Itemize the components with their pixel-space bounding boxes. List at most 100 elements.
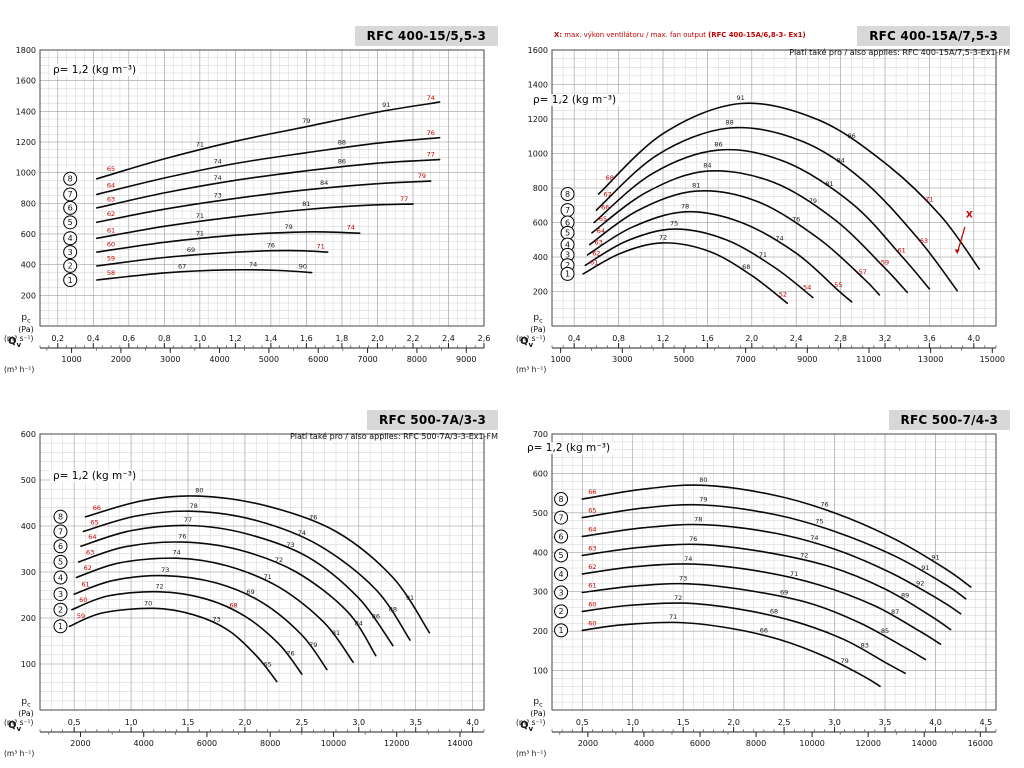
svg-text:1600: 1600 (528, 46, 548, 55)
y-axis-tick-labels: 100 200 300 400 500 600 pc(Pa) (18, 430, 36, 718)
fan-curve-1 (581, 621, 881, 688)
svg-text:Qv: Qv (8, 336, 22, 349)
svg-text:3,0: 3,0 (828, 718, 841, 727)
fan-curve-8 (597, 102, 981, 270)
svg-text:58: 58 (107, 269, 115, 277)
fan-curve-5 (581, 543, 952, 631)
svg-text:71: 71 (196, 212, 204, 220)
fan-curve-6 (96, 158, 441, 209)
svg-text:0,2: 0,2 (51, 334, 64, 343)
svg-text:79: 79 (699, 495, 707, 503)
curve-value-labels: 66 80 76 91 65 79 75 91 64 78 74 92 63 76 72 89 62 74 71 87… (588, 476, 939, 665)
svg-text:0,5: 0,5 (68, 718, 81, 727)
svg-text:87: 87 (891, 608, 899, 616)
svg-text:64: 64 (107, 181, 115, 189)
svg-text:66: 66 (93, 504, 101, 512)
svg-text:10000: 10000 (799, 739, 824, 748)
svg-text:72: 72 (674, 594, 682, 602)
svg-text:300: 300 (533, 588, 548, 597)
svg-text:76: 76 (286, 650, 294, 658)
svg-text:4000: 4000 (134, 739, 154, 748)
svg-text:66: 66 (601, 204, 609, 212)
svg-text:600: 600 (533, 469, 548, 478)
x-axis-m3h: 2000 4000 6000 8000 10000 12000 14000 16000Qv(m… (516, 720, 993, 758)
svg-text:8000: 8000 (746, 739, 766, 748)
svg-text:9000: 9000 (797, 355, 817, 364)
svg-text:71: 71 (925, 196, 933, 204)
chart-plot: 100 200 300 400 500 600 pc(Pa)(m³ s⁻¹) 0,5 1,0 1,… (4, 430, 485, 758)
svg-text:1400: 1400 (16, 107, 36, 116)
svg-text:65: 65 (599, 215, 607, 223)
svg-text:88: 88 (338, 138, 346, 146)
svg-text:83: 83 (861, 642, 869, 650)
density-label: ρ= 1,2 (kg m⁻³) (50, 470, 140, 482)
fan-curve-3 (73, 574, 328, 671)
svg-text:75: 75 (670, 220, 678, 228)
svg-text:5000: 5000 (259, 355, 279, 364)
svg-text:1,8: 1,8 (336, 334, 349, 343)
grid-lines (552, 433, 996, 710)
max-output-annotation: X (954, 210, 973, 254)
svg-text:55: 55 (834, 281, 842, 289)
fan-curve-2 (96, 249, 329, 267)
svg-text:3,5: 3,5 (409, 718, 422, 727)
y-axis-tick-labels: 200 400 600 800 1000 1200 1400 1600 pc(Pa) (528, 46, 548, 334)
svg-text:85: 85 (881, 627, 889, 635)
svg-text:1: 1 (58, 622, 63, 631)
svg-text:4: 4 (68, 234, 73, 243)
svg-text:77: 77 (400, 195, 408, 203)
svg-text:59: 59 (107, 255, 115, 263)
svg-text:(Pa): (Pa) (530, 709, 546, 718)
svg-text:12000: 12000 (855, 739, 880, 748)
svg-text:67: 67 (603, 191, 611, 199)
svg-text:3000: 3000 (612, 355, 632, 364)
svg-text:1400: 1400 (528, 81, 548, 90)
fan-curve-1 (582, 242, 789, 304)
svg-text:78: 78 (190, 502, 198, 510)
svg-text:60: 60 (107, 241, 115, 249)
svg-text:1,0: 1,0 (193, 334, 206, 343)
svg-text:500: 500 (533, 509, 548, 518)
svg-text:62: 62 (592, 249, 600, 257)
svg-text:3000: 3000 (160, 355, 180, 364)
svg-text:9000: 9000 (456, 355, 476, 364)
fan-curve-8 (581, 484, 972, 588)
svg-text:91: 91 (382, 101, 390, 109)
svg-text:80: 80 (195, 487, 203, 495)
svg-text:5: 5 (68, 218, 73, 227)
svg-text:400: 400 (533, 548, 548, 557)
svg-text:65: 65 (264, 661, 272, 669)
svg-text:62: 62 (107, 210, 115, 218)
svg-text:71: 71 (316, 242, 324, 250)
fan-curve-3 (96, 231, 361, 253)
svg-text:65: 65 (107, 165, 115, 173)
svg-text:68: 68 (606, 174, 614, 182)
svg-text:73: 73 (679, 575, 687, 583)
svg-text:79: 79 (284, 223, 292, 231)
svg-text:3: 3 (565, 251, 570, 260)
svg-text:pc: pc (533, 697, 543, 709)
svg-text:2,8: 2,8 (834, 334, 847, 343)
svg-text:1000: 1000 (61, 355, 81, 364)
density-label: ρ= 1,2 (kg m⁻³) (524, 442, 614, 454)
svg-text:200: 200 (21, 291, 36, 300)
svg-text:4: 4 (58, 573, 63, 582)
svg-text:76: 76 (792, 215, 800, 223)
svg-text:3,0: 3,0 (352, 718, 365, 727)
svg-text:0,6: 0,6 (122, 334, 135, 343)
flow-axis-ruler (551, 343, 997, 353)
fan-curve-1 (96, 268, 313, 281)
plot-border (39, 49, 485, 327)
svg-text:61: 61 (107, 226, 115, 234)
svg-text:76: 76 (178, 533, 186, 541)
x-axis-m3s: (m³ s⁻¹) 0,4 0,8 1,2 1,6 2,0 2,4 2,8 3,2 3,6 4,0 (516, 334, 980, 343)
svg-text:79: 79 (809, 197, 817, 205)
svg-text:100: 100 (533, 667, 548, 676)
svg-text:8000: 8000 (407, 355, 427, 364)
chart-title: RFC 500-7A/3-3 (367, 410, 498, 430)
svg-text:74: 74 (249, 261, 257, 269)
svg-text:X: X (966, 210, 973, 220)
